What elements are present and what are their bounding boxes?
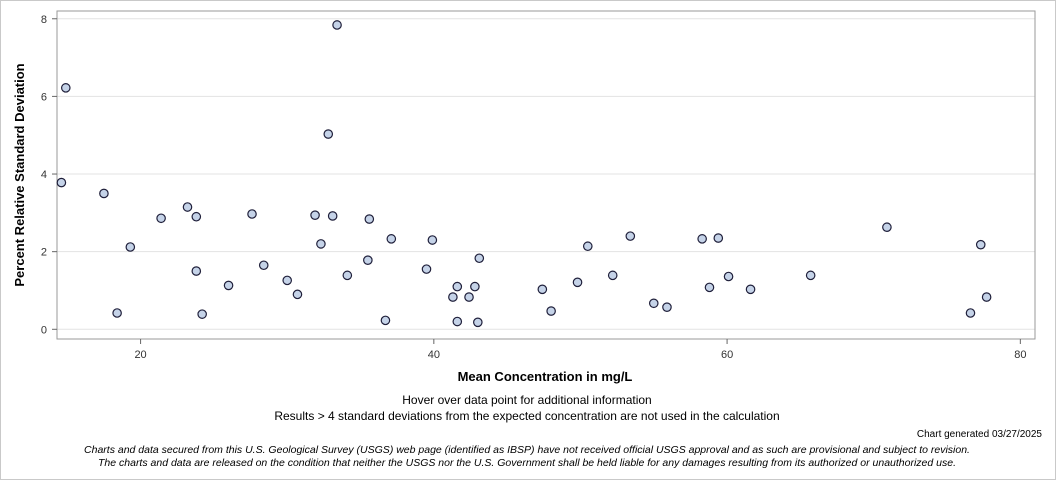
- data-point[interactable]: [464, 292, 474, 302]
- data-point[interactable]: [292, 289, 303, 300]
- scatter-chart: 0 2 4 6 8 20 40 60 80 Mean Concentration in mg/L…: [12, 10, 1036, 384]
- data-point[interactable]: [452, 281, 463, 292]
- data-point[interactable]: [342, 270, 353, 281]
- data-point[interactable]: [805, 270, 816, 281]
- data-point[interactable]: [364, 214, 375, 224]
- data-point[interactable]: [723, 271, 734, 282]
- data-point[interactable]: [323, 129, 334, 139]
- data-point[interactable]: [197, 309, 207, 319]
- data-points: [56, 20, 992, 328]
- data-point[interactable]: [625, 231, 636, 241]
- y-axis-title: Percent Relative Standard Deviation: [12, 63, 27, 286]
- data-point[interactable]: [56, 177, 67, 188]
- data-point[interactable]: [607, 270, 618, 281]
- y-tick-label: 2: [41, 247, 47, 259]
- data-point[interactable]: [316, 239, 326, 249]
- data-point[interactable]: [332, 20, 342, 30]
- y-tick-label: 4: [41, 169, 47, 181]
- plot-area: [56, 10, 1036, 340]
- exclusion-note: Results > 4 standard deviations from the…: [274, 409, 780, 423]
- disclaimer-line-1: Charts and data secured from this U.S. G…: [84, 444, 970, 456]
- data-point[interactable]: [546, 306, 556, 316]
- data-point[interactable]: [191, 211, 202, 222]
- x-tick-label: 80: [1014, 349, 1026, 361]
- data-point[interactable]: [662, 302, 672, 312]
- data-point[interactable]: [112, 308, 122, 318]
- hover-note: Hover over data point for additional inf…: [402, 393, 652, 407]
- data-point[interactable]: [704, 282, 715, 293]
- data-point[interactable]: [380, 315, 391, 326]
- data-point[interactable]: [474, 253, 485, 264]
- grid-lines: [57, 18, 1035, 330]
- data-point[interactable]: [882, 222, 892, 233]
- data-point[interactable]: [282, 275, 293, 286]
- data-point[interactable]: [60, 83, 71, 93]
- data-point[interactable]: [965, 308, 976, 318]
- data-point[interactable]: [473, 317, 483, 328]
- data-point[interactable]: [156, 213, 166, 224]
- x-axis-title: Mean Concentration in mg/L: [458, 369, 633, 384]
- data-point[interactable]: [745, 284, 756, 295]
- x-tick-label: 20: [134, 349, 146, 361]
- data-point[interactable]: [697, 234, 707, 244]
- data-point[interactable]: [452, 316, 463, 327]
- data-point[interactable]: [125, 242, 136, 252]
- data-point[interactable]: [99, 188, 109, 199]
- y-tick-label: 0: [41, 324, 47, 336]
- y-tick-label: 8: [41, 14, 47, 26]
- data-point[interactable]: [648, 298, 659, 309]
- x-tick-label: 40: [428, 349, 440, 361]
- data-point[interactable]: [427, 235, 438, 245]
- data-point[interactable]: [327, 211, 338, 221]
- data-point[interactable]: [470, 281, 480, 292]
- data-point[interactable]: [572, 277, 583, 288]
- data-point[interactable]: [537, 284, 548, 295]
- disclaimer-line-2: The charts and data are released on the …: [98, 457, 956, 469]
- x-tick-label: 60: [721, 349, 733, 361]
- data-point[interactable]: [975, 239, 986, 250]
- data-point[interactable]: [247, 209, 257, 219]
- data-point[interactable]: [310, 210, 320, 220]
- data-point[interactable]: [386, 234, 397, 244]
- data-point[interactable]: [191, 266, 202, 276]
- y-tick-label: 6: [41, 91, 47, 103]
- data-point[interactable]: [448, 292, 458, 302]
- data-point[interactable]: [582, 241, 593, 252]
- axes: 0 2 4 6 8 20 40 60 80: [41, 14, 1027, 361]
- data-point[interactable]: [182, 202, 193, 212]
- data-point[interactable]: [363, 255, 373, 266]
- data-point[interactable]: [258, 260, 269, 271]
- data-point[interactable]: [981, 292, 992, 302]
- generated-date: Chart generated 03/27/2025: [916, 429, 1042, 440]
- data-point[interactable]: [713, 233, 724, 243]
- data-point[interactable]: [421, 264, 432, 274]
- data-point[interactable]: [223, 280, 234, 291]
